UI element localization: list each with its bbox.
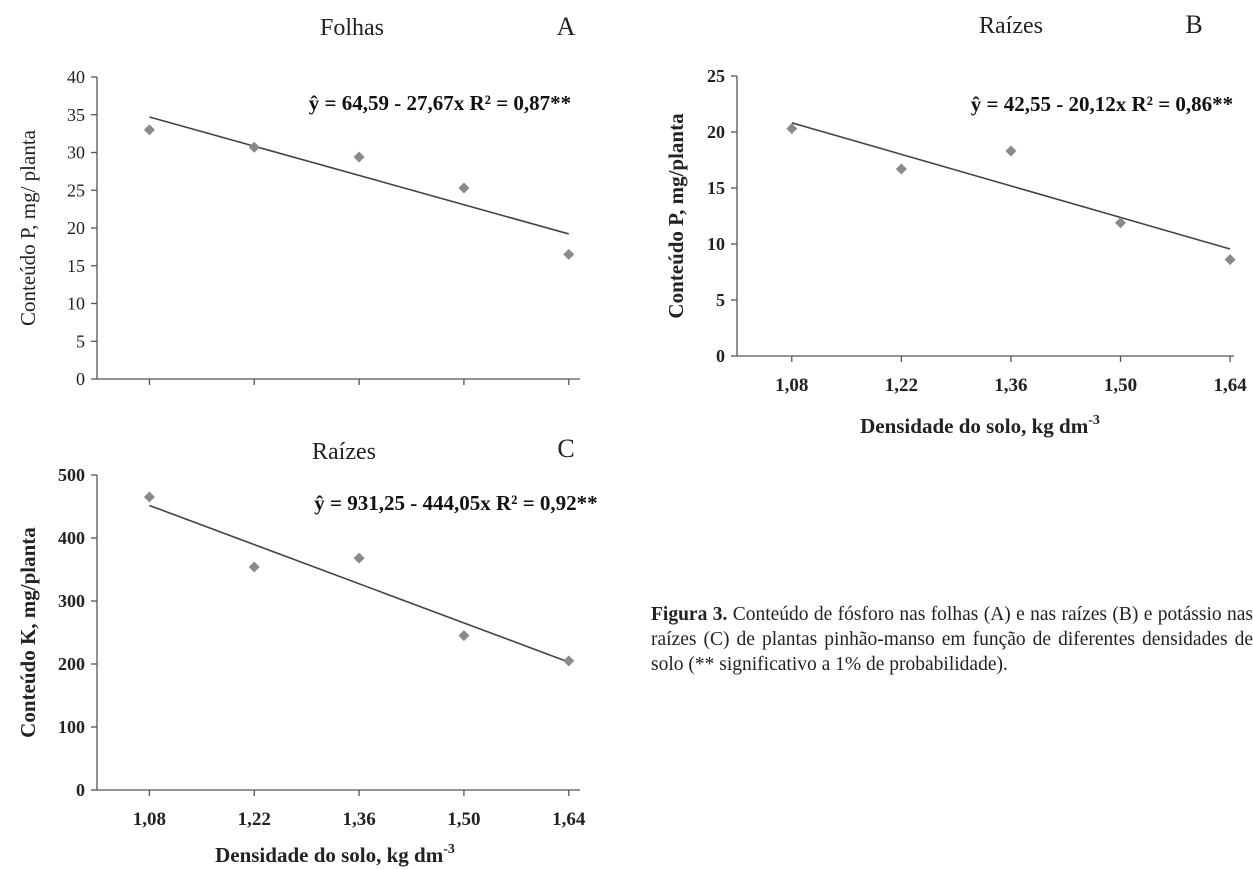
panel-b-y-tick-label: 15 [707,178,725,198]
panel-b-y-label: Conteúdo P, mg/planta [664,113,688,319]
panel-b-x-label: Densidade do solo, kg dm-3 [860,413,1100,438]
panel-a-y-label: Conteúdo P, mg/ planta [16,129,40,326]
panel-a-data-point [248,141,260,153]
panel-c-data-point [458,630,470,642]
panel-c-data-point [143,491,155,503]
panel-a-data-point [458,182,470,194]
panel-a-y-tick-label: 30 [67,143,85,163]
panel-b-letter: B [1185,10,1202,39]
panel-a-equation: ŷ = 64,59 - 27,67x R² = 0,87** [309,91,571,115]
panel-b-x-label-text: Densidade do solo, kg dm [860,414,1089,438]
panel-b-data-point [1224,254,1236,266]
caption-label: Figura 3. [651,604,728,625]
panel-c-y-tick-label: 300 [58,591,85,611]
panel-a-y-tick-label: 40 [67,67,85,87]
panel-c-equation: ŷ = 931,25 - 444,05x R² = 0,92** [314,491,597,515]
caption-text: Conteúdo de fósforo nas folhas (A) e nas… [651,604,1253,675]
figure-caption: Figura 3. Conteúdo de fósforo nas folhas… [651,602,1253,677]
panel-c-x-tick-label: 1,22 [238,809,271,830]
panel-c-title: Raízes [312,439,376,465]
panel-a-y-tick-label: 15 [67,256,85,276]
panel-b-y-tick-label: 10 [707,234,725,254]
panel-b-y-tick-label: 5 [716,290,725,310]
panel-a-data-point [563,248,575,260]
panel-c-x-label-text: Densidade do solo, kg dm [215,843,444,867]
panel-b-x-label-superscript: -3 [1088,413,1100,428]
panel-c-x-tick-label: 1,08 [133,809,166,830]
panel-b-y-tick-label: 20 [707,122,725,142]
panel-c-letter: C [557,434,574,463]
panel-a-y-tick-label: 10 [67,294,85,314]
panel-a-y-tick-label: 35 [67,105,85,125]
panel-a-title: Folhas [320,15,384,41]
panel-b-x-tick-label: 1,22 [885,375,918,396]
panel-b-data-point [1005,145,1017,157]
panel-a-y-tick-label: 25 [67,180,85,200]
panel-c-y-label: Conteúdo K, mg/planta [16,527,40,738]
panel-b-x-tick-label: 1,64 [1213,375,1247,396]
panel-b-title: Raízes [979,13,1043,39]
panel-c-y-tick-label: 200 [58,654,85,674]
panel-c-x-label: Densidade do solo, kg dm-3 [215,842,455,867]
panel-b-data-point [895,163,907,175]
panel-a-data-point [353,151,365,163]
panel-c-x-tick-label: 1,36 [342,809,375,830]
panel-a-y-tick-label: 5 [76,331,85,351]
panel-b-x-tick-label: 1,36 [994,375,1027,396]
panel-b-data-point [1115,217,1127,229]
panel-b-equation: ŷ = 42,55 - 20,12x R² = 0,86** [971,92,1233,116]
panel-c-x-label-superscript: -3 [443,842,455,857]
panel-a-data-point [143,124,155,136]
panel-c-y-tick-label: 100 [58,717,85,737]
panel-c-data-point [353,552,365,564]
panel-a-trend-line [149,116,569,235]
panel-c-x-tick-label: 1,50 [447,809,480,830]
panel-b-x-tick-label: 1,08 [775,375,808,396]
panel-a-y-tick-label: 20 [67,218,85,238]
panel-c-y-tick-label: 500 [58,465,85,485]
panel-a-letter: A [557,12,576,41]
panel-c-data-point [563,655,575,667]
panel-c-trend-line [149,504,570,663]
panel-c-x-tick-label: 1,64 [552,809,586,830]
panel-b-trend-line [791,122,1231,250]
panel-c-y-tick-label: 0 [76,780,85,800]
panel-b-x-tick-label: 1,50 [1104,375,1137,396]
panel-c-y-tick-label: 400 [58,528,85,548]
panel-b-y-tick-label: 0 [716,346,725,366]
panel-c-data-point [248,561,260,573]
panel-b-y-tick-label: 25 [707,66,725,86]
panel-a-y-tick-label: 0 [76,369,85,389]
panel-b-data-point [786,123,798,135]
